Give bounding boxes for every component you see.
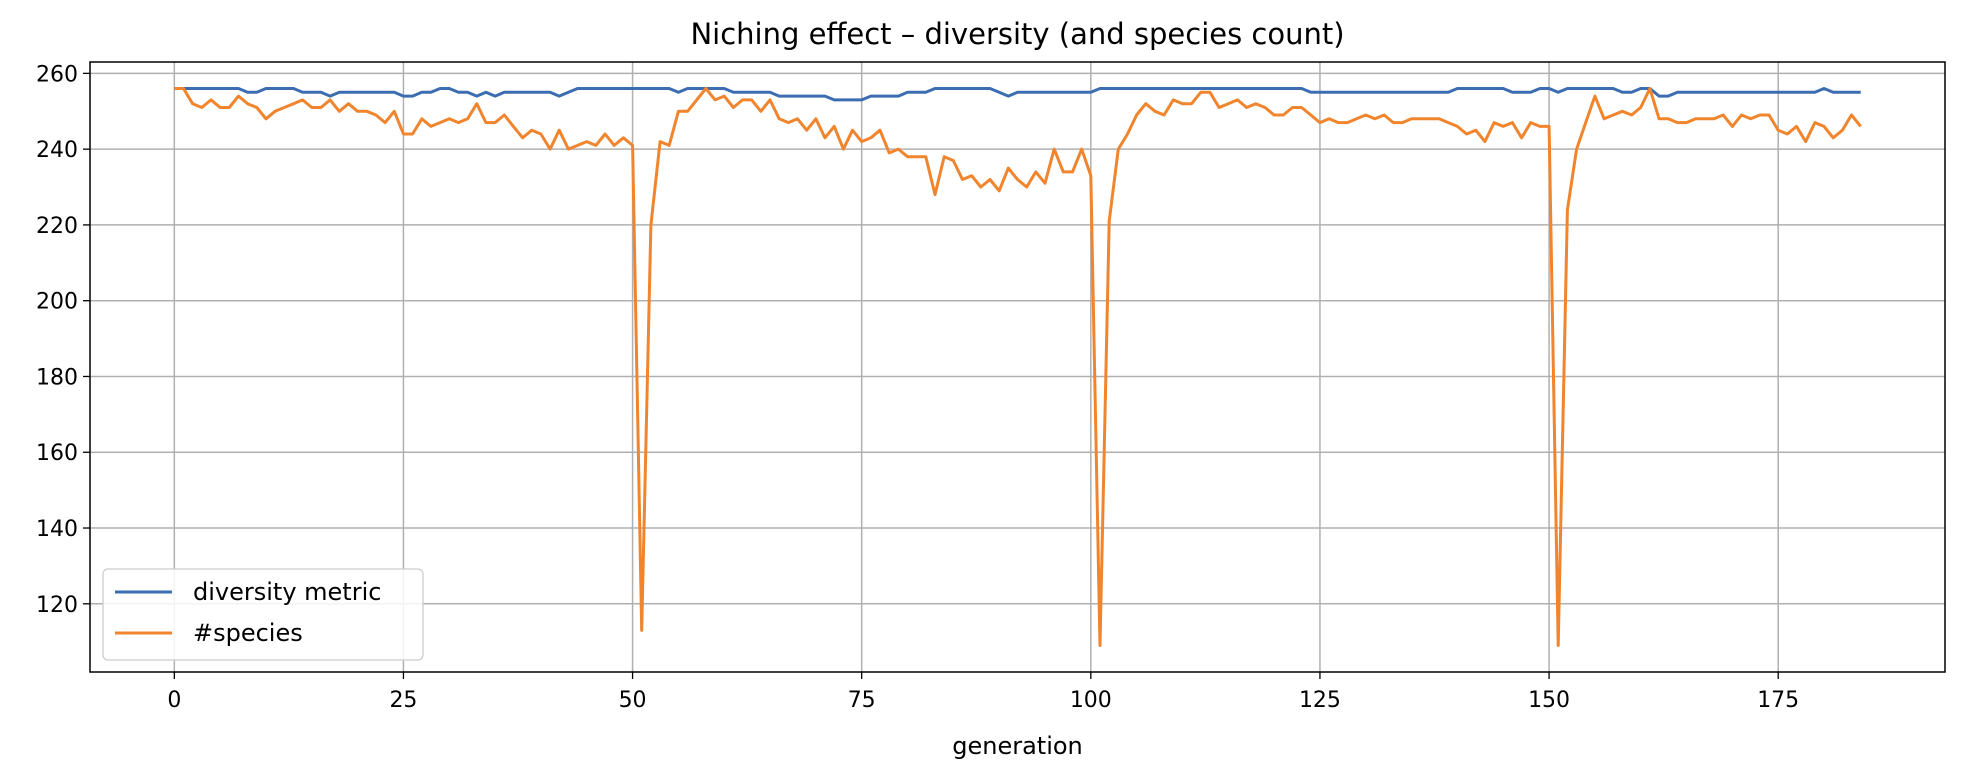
plot-frame <box>89 61 1946 673</box>
y-tick-label: 180 <box>36 365 78 390</box>
x-tick-label: 125 <box>1299 688 1341 713</box>
x-tick-label: 25 <box>389 688 417 713</box>
x-tick-label: 75 <box>848 688 876 713</box>
x-tick-label: 100 <box>1070 688 1112 713</box>
x-axis-label: generation <box>952 732 1083 760</box>
x-tick-label: 175 <box>1757 688 1799 713</box>
x-tick-label: 0 <box>167 688 181 713</box>
x-tick-label: 150 <box>1528 688 1570 713</box>
x-tick-label: 50 <box>619 688 647 713</box>
series-layer <box>174 87 1862 647</box>
chart-title: Niching effect – diversity (and species … <box>690 17 1344 51</box>
y-axis: 120 140 160 180 200 220 240 260 <box>36 62 90 618</box>
legend: diversity metric #species <box>102 568 424 661</box>
y-tick-label: 240 <box>36 138 78 163</box>
y-tick-label: 140 <box>36 517 78 542</box>
legend-box <box>102 568 424 661</box>
y-tick-label: 200 <box>36 290 78 315</box>
y-tick-label: 160 <box>36 441 78 466</box>
series-line-1 <box>174 87 1861 102</box>
y-tick-label: 220 <box>36 214 78 239</box>
x-axis: 0 25 50 75 100 125 150 175 <box>167 672 1799 713</box>
y-tick-label: 120 <box>36 593 78 618</box>
grid <box>90 62 1945 672</box>
legend-label: diversity metric <box>193 578 381 606</box>
legend-label: #species <box>193 619 303 647</box>
series-line-2 <box>174 87 1862 647</box>
y-tick-label: 260 <box>36 62 78 87</box>
